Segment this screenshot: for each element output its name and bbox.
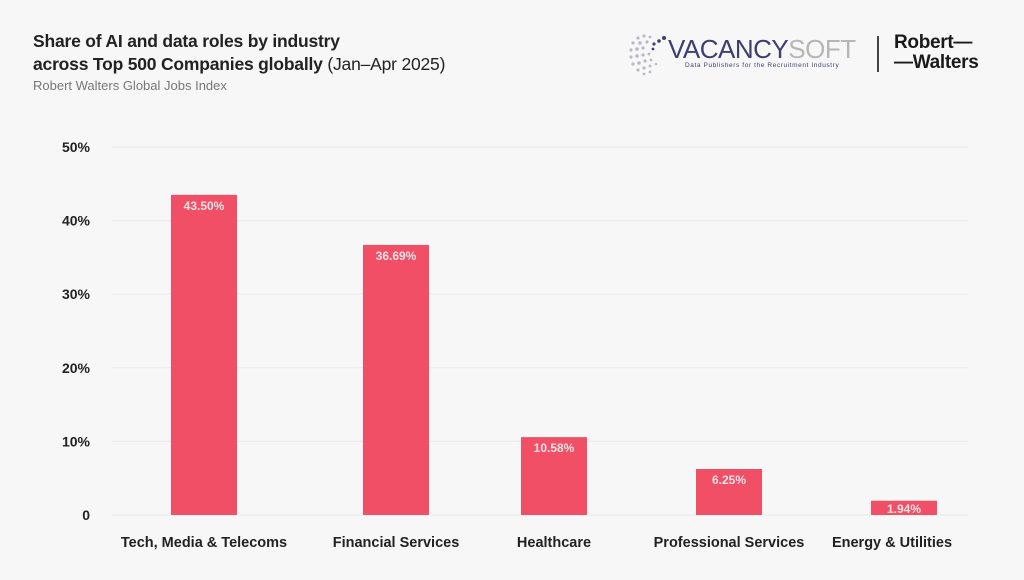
vacancysoft-dots-icon xyxy=(629,34,666,76)
y-axis: 0 10% 20% 30% 40% 50% xyxy=(62,139,91,523)
bar xyxy=(871,500,937,515)
x-tick-label: Professional Services xyxy=(654,535,805,551)
vacancysoft-logo: VACANCYSOFT xyxy=(668,35,856,63)
vacancysoft-logo-part1: VACANCY xyxy=(668,34,789,64)
x-tick-label: Tech, Media & Telecoms xyxy=(121,535,287,551)
robert-walters-line-2: —Walters xyxy=(894,52,979,73)
data-label: 36.69% xyxy=(376,249,417,263)
title-line-2: across Top 500 Companies globally (Jan–A… xyxy=(33,53,445,76)
data-label: 1.94% xyxy=(887,502,921,516)
x-axis: Tech, Media & Telecoms Financial Services… xyxy=(121,535,952,551)
data-label: 43.50% xyxy=(184,199,225,213)
chart-title: Share of AI and data roles by industry a… xyxy=(33,30,445,76)
bar xyxy=(696,469,762,515)
y-tick-label: 10% xyxy=(62,433,91,449)
robert-walters-line-1: Robert— xyxy=(894,32,973,53)
bars: 43.50% 36.69% 10.58% 6.25% 1.94% xyxy=(171,194,937,516)
y-tick-label: 0 xyxy=(82,507,90,523)
y-tick-label: 50% xyxy=(62,139,91,155)
bar xyxy=(171,194,237,515)
x-tick-label: Financial Services xyxy=(333,535,460,551)
title-period: (Jan–Apr 2025) xyxy=(327,54,446,74)
bar xyxy=(521,437,587,515)
data-label: 10.58% xyxy=(534,441,575,455)
y-tick-label: 40% xyxy=(62,213,91,229)
data-label: 6.25% xyxy=(712,473,746,487)
logo-divider xyxy=(877,36,879,72)
bar xyxy=(363,244,429,515)
chart-subtitle: Robert Walters Global Jobs Index xyxy=(33,78,227,93)
x-tick-label: Healthcare xyxy=(517,535,591,551)
robert-walters-logo: Robert— —Walters xyxy=(894,33,979,73)
title-line-1: Share of AI and data roles by industry xyxy=(33,31,340,51)
x-tick-label: Energy & Utilities xyxy=(832,535,952,551)
title-line-2-text: across Top 500 Companies globally xyxy=(33,54,323,74)
logos: VACANCYSOFT Data Publishers for the Recr… xyxy=(628,32,1008,77)
vacancysoft-tagline: Data Publishers for the Recruitment Indu… xyxy=(685,62,840,69)
y-tick-label: 30% xyxy=(62,286,91,302)
y-tick-label: 20% xyxy=(62,360,91,376)
vacancysoft-logo-part2: SOFT xyxy=(788,34,856,64)
